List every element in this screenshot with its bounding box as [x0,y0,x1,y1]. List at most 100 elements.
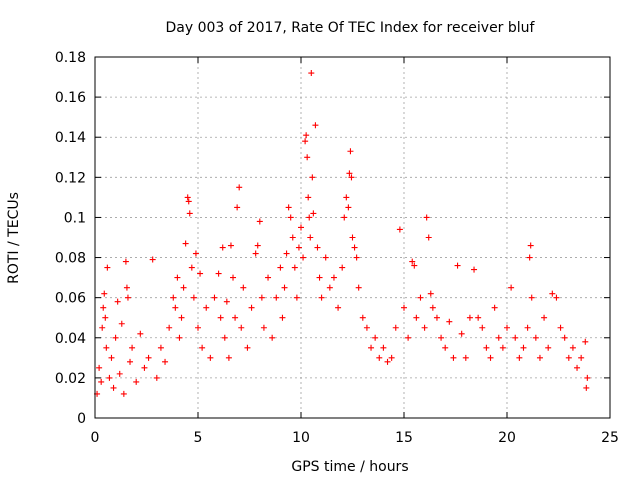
data-points [94,70,591,397]
data-point [269,334,276,341]
data-point [349,234,356,241]
data-point [322,254,329,261]
data-point [527,242,534,249]
data-point [285,204,292,211]
data-point [170,294,177,301]
y-tick-label: 0.1 [64,210,86,226]
data-point [188,264,195,271]
data-point [401,304,407,311]
data-point [141,364,148,371]
data-point [314,244,321,251]
data-point [153,374,160,381]
data-point [162,358,169,365]
data-point [234,204,241,211]
data-point [133,378,140,385]
data-point [106,374,113,381]
data-point [273,294,280,301]
data-point [215,270,222,277]
data-point [351,244,358,251]
x-tick-label: 10 [292,430,310,446]
data-point [104,264,111,271]
x-tick-labels: 0 5 10 15 20 25 [91,430,619,446]
data-point [380,344,387,351]
data-point [466,314,473,321]
x-tick-label: 20 [498,430,516,446]
data-point [252,250,259,257]
data-point [312,122,319,129]
y-tick-label: 0.08 [55,251,86,267]
data-point [372,334,379,341]
x-tick-label: 15 [395,430,413,446]
data-point [281,284,288,291]
data-point [411,262,418,269]
data-point [353,254,360,261]
data-point [223,298,230,305]
data-point [123,284,130,291]
data-point [442,344,449,351]
y-tick-label: 0.04 [55,331,86,347]
data-point [166,324,173,331]
y-tick-labels: 0 0.02 0.04 0.06 0.08 0.1 0.12 0.14 0.16 0.18 [55,50,86,427]
data-point [516,354,523,361]
data-point [137,330,144,337]
data-point [118,320,125,327]
data-point [499,344,506,351]
data-point [174,274,181,281]
axis-ticks [94,56,611,419]
data-point [512,334,519,341]
data-point [427,290,434,297]
data-point [520,344,527,351]
data-point [528,294,535,301]
y-tick-label: 0.14 [55,130,86,146]
data-point [129,344,136,351]
data-point [295,244,302,251]
data-point [103,344,110,351]
data-point [583,384,590,391]
data-point [429,304,436,311]
data-point [217,314,224,321]
data-point [293,294,300,301]
data-point [260,324,267,331]
data-point [298,224,304,231]
data-point [207,354,214,361]
data-point [291,264,298,271]
data-point [483,344,490,351]
data-point [363,324,370,331]
data-point [238,324,245,331]
data-point [396,226,403,233]
data-point [541,314,548,321]
data-point [307,234,314,241]
data-point [425,234,432,241]
data-point [582,338,589,345]
data-point [561,334,568,341]
data-point [186,210,193,217]
data-point [99,324,106,331]
data-point [305,194,312,201]
data-point [458,330,465,337]
data-point [343,194,350,201]
data-point [316,274,323,281]
data-point [409,258,416,265]
data-point [195,324,201,331]
data-point [203,304,210,311]
data-point [197,270,204,277]
data-point [578,354,585,361]
data-point [526,254,533,261]
data-point [306,214,313,221]
data-point [326,284,333,291]
data-point [221,334,228,341]
data-point [341,214,348,221]
data-point [417,294,424,301]
data-point [120,390,127,397]
data-point [471,266,478,273]
data-point [230,274,237,281]
data-point [211,294,218,301]
data-point [446,318,453,325]
data-point [376,354,383,361]
data-point [405,334,412,341]
data-point [359,314,366,321]
data-point [423,214,430,221]
data-point [180,284,187,291]
data-point [413,314,420,321]
